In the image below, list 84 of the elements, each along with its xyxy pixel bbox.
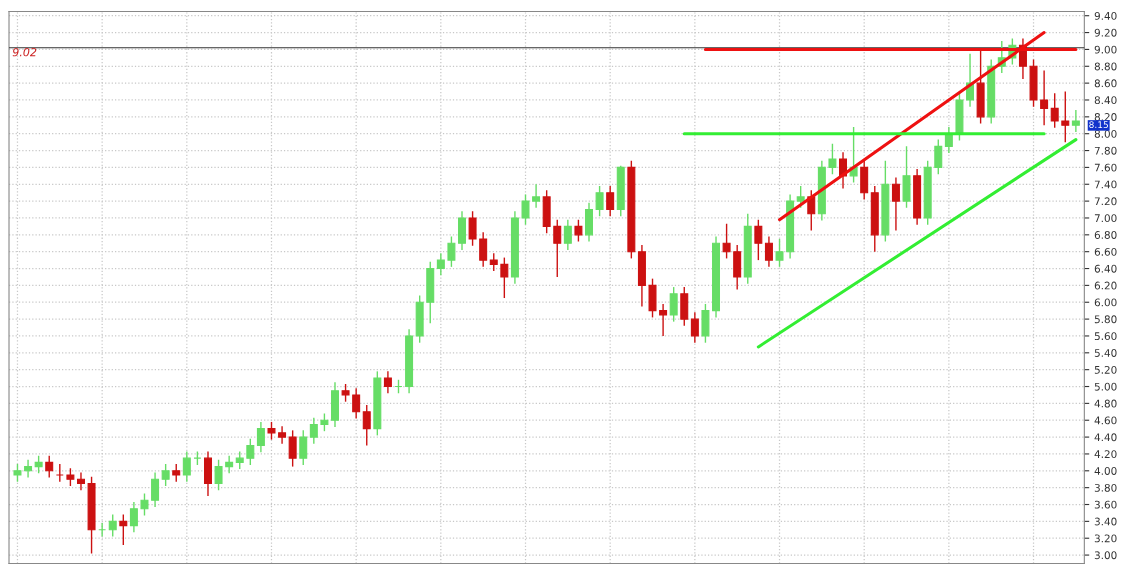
y-tick-label: 3.60 (1094, 500, 1117, 509)
candlestick (553, 218, 562, 278)
y-tick-label: 7.40 (1094, 180, 1117, 189)
candlestick (108, 513, 117, 538)
y-tick-label: 7.80 (1094, 146, 1117, 155)
y-tick-label: 8.20 (1094, 113, 1117, 121)
candlestick (129, 501, 138, 534)
candlestick (500, 256, 509, 299)
text: 8.15 (1089, 121, 1108, 129)
candlestick (278, 425, 287, 445)
y-tick-label: 6.60 (1094, 247, 1117, 256)
y-tick-label: 7.20 (1094, 197, 1117, 206)
candlestick (76, 471, 85, 491)
y-tick-label: 8.40 (1094, 96, 1117, 105)
candlestick (362, 404, 371, 447)
y-tick-label: 3.80 (1094, 483, 1117, 492)
candlestick (288, 429, 297, 468)
y-tick-label: 9.40 (1094, 11, 1117, 20)
candlestick (119, 513, 128, 546)
candlestick (563, 218, 572, 251)
y-tick-label: 8.60 (1094, 79, 1117, 88)
candlestick (151, 471, 160, 508)
candlestick (595, 185, 604, 217)
y-tick-label: 5.80 (1094, 315, 1117, 324)
candlestick (796, 185, 805, 209)
y-tick-label: 6.00 (1094, 298, 1117, 307)
candlestick (309, 417, 318, 445)
candlestick (45, 454, 54, 479)
candlestick (775, 238, 784, 268)
candlestick (436, 252, 445, 276)
y-tick-label: 8.80 (1094, 62, 1117, 71)
y-tick-label: 6.20 (1094, 281, 1117, 290)
candlestick (828, 143, 837, 175)
candlestick (1050, 92, 1059, 129)
y-tick-label: 4.40 (1094, 433, 1117, 442)
candlestick (383, 370, 392, 394)
y-tick-label: 6.40 (1094, 264, 1117, 273)
candlestick (447, 235, 456, 268)
candlestick (1071, 109, 1080, 133)
candlestick (246, 438, 255, 466)
y-tick-label: 3.20 (1094, 534, 1117, 543)
y-tick-label: 5.20 (1094, 365, 1117, 374)
candlestick (24, 459, 33, 479)
candlestick (659, 303, 668, 337)
y-tick-label: 4.20 (1094, 450, 1117, 459)
y-tick-label: 4.60 (1094, 416, 1117, 425)
candlestick (352, 387, 361, 420)
y-tick-label: 8.00 (1094, 129, 1117, 138)
y-tick-label: 3.00 (1094, 551, 1117, 560)
y-tick-label: 7.60 (1094, 163, 1117, 172)
candlestick (140, 492, 149, 517)
candlestick (479, 231, 488, 268)
candlestick (764, 235, 773, 268)
y-tick-label: 3.40 (1094, 517, 1117, 526)
candlestick (934, 138, 943, 175)
candlestick (722, 223, 731, 260)
candlestick (225, 454, 234, 475)
candlestick (256, 421, 265, 453)
candlestick (669, 286, 678, 323)
candlestick (521, 193, 530, 226)
candlestick (574, 218, 583, 243)
candlestick (891, 176, 900, 232)
y-tick-label: 4.00 (1094, 467, 1117, 475)
candlestick (606, 185, 615, 217)
candlestick (161, 463, 170, 487)
candlestick (690, 311, 699, 344)
candlestick (299, 429, 308, 466)
candlestick (182, 450, 191, 483)
candlestick (55, 463, 64, 483)
y-tick-label: 5.60 (1094, 332, 1117, 341)
y-tick-label: 9.20 (1094, 28, 1117, 37)
candlestick (468, 210, 477, 247)
y-tick-label: 9.00 (1094, 45, 1117, 54)
y-tick-label: 4.80 (1094, 399, 1117, 408)
y-tick-label: 5.40 (1094, 349, 1117, 357)
candlestick (214, 459, 223, 491)
y-tick-label: 7.00 (1094, 214, 1117, 223)
ref-line-label: 9.02 (12, 47, 37, 57)
candlestick (754, 218, 763, 261)
y-tick-label: 6.80 (1094, 231, 1117, 239)
candlestick (1040, 69, 1049, 126)
candlestick (532, 183, 541, 209)
y-tick-label: 5.00 (1094, 382, 1117, 391)
candlestick (1061, 90, 1070, 143)
